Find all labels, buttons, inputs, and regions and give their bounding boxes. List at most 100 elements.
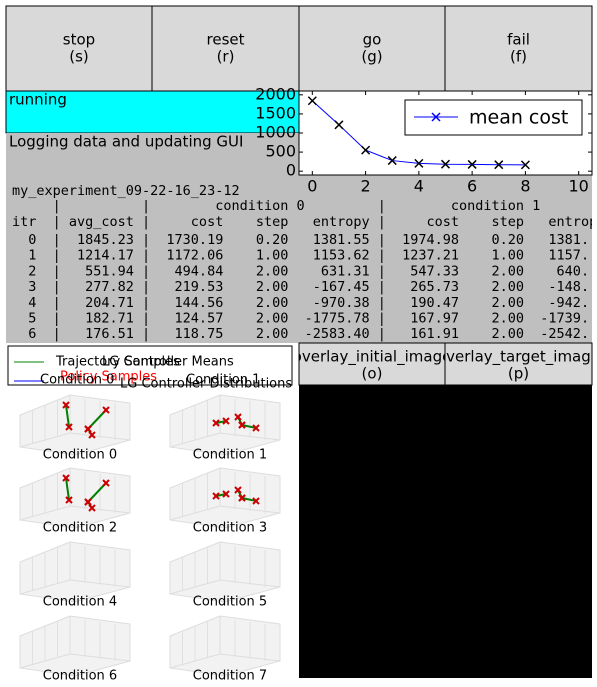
log-header: itr | avg_cost | cost step entropy | cos… [12,214,597,230]
y-tick-label: 0 [286,161,296,180]
subplot-title: Condition 6 [43,669,117,684]
log-header: | | condition 0 | condition 1 [12,198,540,214]
subplot-3d: Condition 5 [169,541,281,610]
trajectory-point [238,494,246,502]
cost-marker [361,145,371,155]
subplot-3d: Condition 1 [169,394,281,463]
status-box [5,90,300,134]
button-face[interactable] [151,5,300,92]
trajectory-point [234,486,242,494]
button-face[interactable] [5,5,153,92]
trajectory-line [241,424,257,429]
x-tick-label: 6 [467,177,477,196]
y-tick-label: 1000 [255,123,296,142]
log-text: my_experiment_09-22-16_23-12 | | conditi… [12,183,597,342]
legend-entry: LG Controller Means [102,355,234,370]
x-tick-label: 10 [569,177,589,196]
button[interactable]: reset(r) [151,5,300,92]
trajectory-line [65,404,70,428]
button-face[interactable] [444,342,593,386]
subplot-title: Condition 3 [193,521,267,536]
subplot-title: Condition 2 [43,521,117,536]
image-button[interactable]: overlay_target_image(p) [437,342,597,386]
button-key[interactable]: (p) [508,365,529,383]
button-label[interactable]: reset [207,31,245,49]
trajectory-line [65,477,70,501]
log-row: 2 | 551.94 | 494.84 2.00 631.31 | 547.33… [12,263,589,279]
trajectory-point [252,497,260,505]
button-text[interactable]: overlay_initial_image(o) [293,348,452,383]
cost-marker [414,158,424,168]
button-face[interactable] [444,5,593,92]
log-row: 5 | 182.71 | 124.57 2.00 -1775.78 | 167.… [12,311,589,327]
button-face[interactable] [298,342,446,386]
trajectory-point [222,490,230,498]
trajectory-point [234,413,242,421]
button-label[interactable]: go [363,31,382,49]
experiment-name: my_experiment_09-22-16_23-12 [12,183,240,199]
cost-marker [334,120,344,130]
trajectory-legend [7,345,293,386]
button[interactable]: stop(s) [5,5,153,92]
log-row: 1 | 1214.17 | 1172.06 1.00 1153.62 | 123… [12,248,589,264]
button[interactable]: go(g) [298,5,446,92]
trajectory-point [65,423,73,431]
trajectory-point [212,492,220,500]
button-label[interactable]: overlay_target_image [437,348,597,367]
subplot-title: Condition 1 [193,448,267,463]
y-tick-label: 2000 [255,84,296,103]
subplot-title: Condition 5 [193,595,267,610]
legend-entry: Trajectory Samples [55,355,180,370]
trajectory-line [241,497,257,502]
legend-entry: Condition 0 [40,373,114,388]
legend-label: mean cost [469,107,568,129]
subplot-3d: Condition 3 [169,467,281,536]
x-tick-label: 0 [307,177,317,196]
trajectory-point [238,421,246,429]
button-face[interactable] [298,5,446,92]
subplot-title: Condition 7 [193,669,267,684]
button-label[interactable]: overlay_initial_image [293,348,452,367]
trajectory-point [84,425,92,433]
x-tick-label: 8 [520,177,530,196]
image-view [299,385,592,678]
cost-marker [467,159,477,169]
legend-entry: Policy Samples [60,370,157,385]
button-label[interactable]: fail [507,31,530,49]
subplot-title: Condition 0 [43,448,117,463]
x-tick-label: 2 [360,177,370,196]
cost-marker [387,156,397,166]
y-tick-label: 500 [265,142,296,161]
log-row: 3 | 277.82 | 219.53 2.00 -167.45 | 265.7… [12,279,589,295]
status-message: Logging data and updating GUI [9,133,243,151]
trajectory-point [88,504,96,512]
button-key[interactable]: (f) [510,48,527,66]
button-text[interactable]: overlay_target_image(p) [437,348,597,383]
legend-marker [431,112,441,122]
subplot-3d: Condition 6 [19,615,131,684]
button-key[interactable]: (o) [362,365,383,383]
x-tick-label: 4 [414,177,424,196]
legend-entry: Condition 1 [186,373,260,388]
trajectory-point [62,474,70,482]
subplot-3d: Condition 7 [169,615,281,684]
trajectory-point [65,496,73,504]
cost-marker [520,160,530,170]
log-row: 6 | 176.51 | 118.75 2.00 -2583.40 | 161.… [12,326,589,342]
trajectory-point [84,498,92,506]
subplot-3d: Condition 0 [19,394,131,463]
cost-marker [494,160,504,170]
button[interactable]: fail(f) [444,5,593,92]
button-label[interactable]: stop [63,31,95,49]
trajectory-point [62,401,70,409]
button-key[interactable]: (r) [217,48,235,66]
trajectory-point [102,406,110,414]
image-button[interactable]: overlay_initial_image(o) [293,342,452,386]
log-row: 0 | 1845.23 | 1730.19 0.20 1381.55 | 197… [12,232,589,248]
trajectory-line [87,409,107,430]
button-key[interactable]: (s) [69,48,89,66]
status-state: running [9,91,67,109]
button-key[interactable]: (g) [361,48,382,66]
